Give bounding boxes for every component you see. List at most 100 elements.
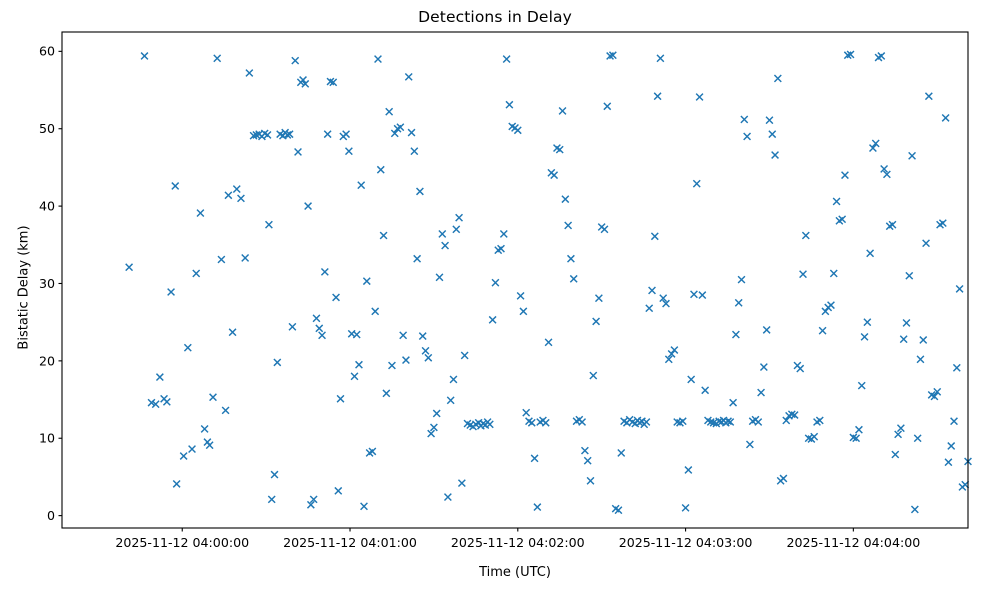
data-point-marker: [648, 286, 656, 295]
data-point-marker: [294, 148, 302, 156]
data-point-marker: [818, 326, 827, 335]
data-point-marker: [213, 54, 222, 63]
data-point-marker: [499, 230, 508, 238]
data-point-marker: [196, 209, 205, 217]
data-point-marker: [681, 503, 690, 512]
data-point-marker: [424, 353, 433, 362]
data-point-marker: [162, 397, 171, 406]
data-point-marker: [516, 291, 525, 300]
data-point-marker: [396, 123, 405, 132]
y-tick-label: 0: [47, 508, 55, 523]
data-point-marker: [209, 393, 217, 402]
data-point-marker: [642, 418, 651, 426]
y-axis-label: Bistatic Delay (km): [16, 225, 32, 350]
data-point-marker: [171, 182, 180, 190]
data-point-marker: [905, 271, 914, 280]
data-point-marker: [569, 274, 578, 283]
data-point-marker: [650, 232, 659, 241]
data-point-marker: [183, 343, 192, 352]
data-point-marker: [527, 418, 536, 427]
x-tick-group: 2025-11-12 04:00:00 2025-11-12 04:01:00 20…: [115, 528, 920, 550]
y-tick-label: 20: [39, 353, 55, 368]
data-point-marker: [147, 398, 156, 407]
data-point-marker: [586, 476, 595, 485]
data-point-marker: [379, 231, 388, 240]
data-point-marker: [449, 375, 458, 384]
data-point-marker: [513, 126, 522, 135]
data-point-marker: [731, 330, 740, 339]
data-point-marker: [452, 225, 461, 234]
data-point-marker: [941, 113, 950, 122]
data-point-marker: [362, 277, 371, 286]
data-point-marker: [416, 187, 424, 196]
data-point-marker: [336, 394, 345, 403]
data-point-marker: [172, 479, 181, 488]
data-point-marker: [312, 314, 321, 323]
data-point-marker: [737, 275, 746, 284]
data-point-marker: [360, 502, 368, 511]
data-point-marker: [670, 346, 679, 354]
data-point-marker: [801, 231, 810, 240]
data-point-marker: [455, 213, 463, 222]
data-point-marker: [564, 221, 573, 230]
data-point-marker: [695, 93, 704, 101]
data-point-marker: [653, 92, 662, 101]
axes-spines: [61, 31, 969, 529]
data-point-marker: [188, 445, 196, 453]
data-point-marker: [919, 336, 928, 344]
data-point-marker: [916, 355, 925, 364]
data-point-marker: [734, 298, 743, 307]
data-point-marker: [402, 356, 410, 365]
data-point-marker: [237, 194, 245, 203]
x-tick-label: 2025-11-12 04:02:00: [451, 535, 585, 550]
data-point-marker: [519, 307, 528, 316]
data-point-marker: [656, 54, 665, 63]
data-point-marker: [827, 301, 835, 310]
data-point-marker: [757, 388, 765, 397]
data-point-marker: [578, 418, 587, 426]
data-point-marker: [410, 147, 419, 156]
data-point-marker: [263, 130, 272, 139]
data-point-marker: [922, 239, 930, 248]
data-point-marker: [740, 115, 749, 124]
data-point-marker: [810, 432, 819, 441]
data-point-marker: [603, 102, 612, 111]
data-point-marker: [241, 254, 250, 262]
data-point-marker: [771, 151, 779, 159]
data-point-marker: [533, 503, 542, 512]
data-point-marker: [530, 454, 539, 463]
data-point-marker: [950, 417, 958, 426]
data-point-marker: [765, 116, 774, 125]
data-point-marker: [502, 55, 511, 64]
data-point-marker: [773, 74, 782, 83]
data-point-marker: [550, 171, 559, 180]
data-point-marker: [167, 288, 175, 296]
data-point-marker: [754, 418, 763, 426]
data-point-marker: [205, 441, 214, 450]
data-point-marker: [344, 147, 353, 156]
data-point-marker: [829, 269, 838, 278]
data-point-marker: [933, 387, 942, 396]
data-point-marker: [888, 220, 897, 229]
data-point-marker: [505, 100, 514, 109]
data-point-marker: [852, 434, 861, 443]
data-point-marker: [841, 171, 849, 180]
data-point-marker: [899, 335, 908, 344]
data-point-marker: [592, 317, 601, 326]
y-tick-group: 0 10 20 30 40 50 60: [39, 44, 62, 523]
data-point-marker: [221, 406, 230, 415]
data-point-marker: [355, 360, 363, 369]
x-axis-label: Time (UTC): [479, 565, 551, 580]
data-point-marker: [866, 249, 875, 258]
data-point-marker: [390, 129, 399, 138]
data-point-marker: [421, 346, 430, 355]
x-tick-label: 2025-11-12 04:01:00: [283, 535, 417, 550]
data-point-marker: [318, 331, 326, 340]
data-point-marker: [350, 372, 359, 381]
data-point-marker: [544, 338, 553, 347]
data-point-marker: [687, 375, 696, 384]
data-point-marker: [283, 130, 292, 139]
data-point-marker: [273, 358, 282, 367]
